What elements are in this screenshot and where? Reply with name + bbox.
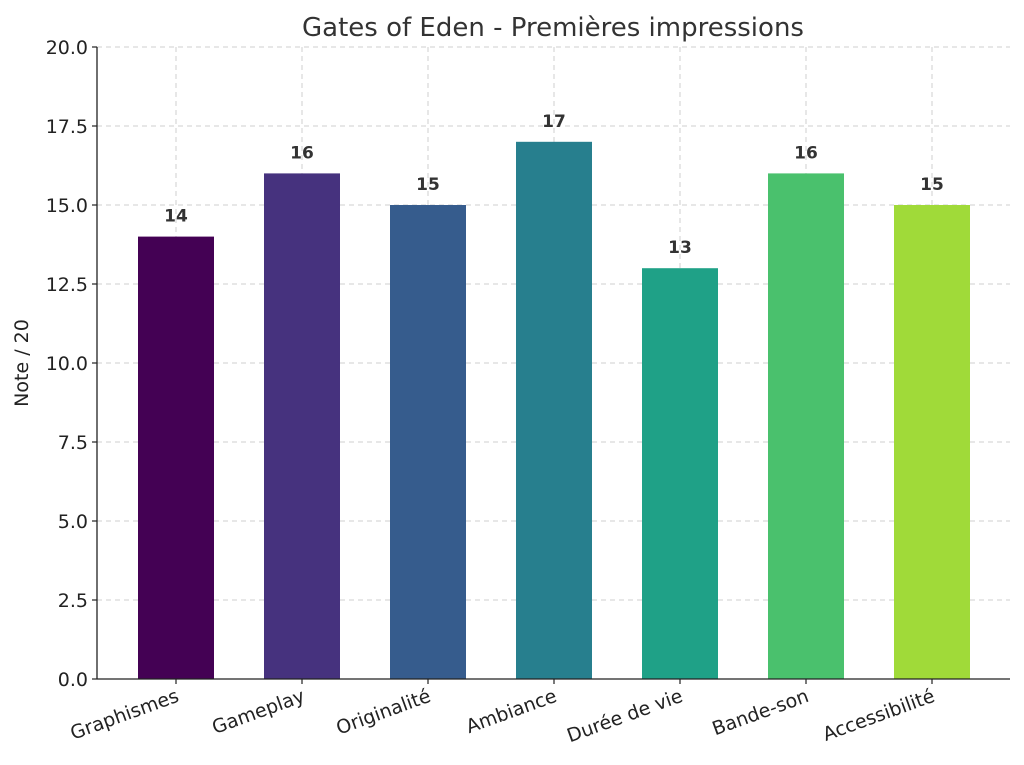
axes bbox=[92, 46, 1010, 684]
data-labels: 14 16 15 17 13 16 15 bbox=[164, 112, 944, 258]
x-tick-label: Graphismes bbox=[67, 685, 181, 745]
x-tick-labels: Graphismes Gameplay Originalité Ambiance Dur… bbox=[67, 685, 937, 747]
bar-4 bbox=[642, 268, 718, 679]
x-tick-label: Gameplay bbox=[209, 685, 307, 739]
y-tick-label: 0.0 bbox=[58, 669, 88, 691]
x-tick-label: Bande-son bbox=[709, 685, 811, 740]
y-tick-labels: 0.0 2.5 5.0 7.5 10.0 12.5 15.0 17.5 20.0 bbox=[46, 37, 88, 691]
bar-5 bbox=[768, 173, 844, 679]
data-label: 17 bbox=[542, 112, 566, 132]
y-tick-label: 5.0 bbox=[58, 511, 88, 533]
data-label: 16 bbox=[290, 143, 314, 163]
y-tick-label: 20.0 bbox=[46, 37, 88, 59]
data-label: 15 bbox=[920, 175, 944, 195]
bar-2 bbox=[390, 205, 466, 679]
x-tick-label: Accessibilité bbox=[820, 685, 938, 746]
x-tick-label: Durée de vie bbox=[564, 685, 686, 747]
y-tick-label: 7.5 bbox=[58, 432, 88, 454]
y-tick-label: 2.5 bbox=[58, 590, 88, 612]
bar-6 bbox=[894, 205, 970, 679]
y-tick-label: 15.0 bbox=[46, 195, 88, 217]
data-label: 15 bbox=[416, 175, 440, 195]
y-tick-label: 17.5 bbox=[46, 116, 88, 138]
x-tick-label: Originalité bbox=[333, 685, 433, 739]
data-label: 14 bbox=[164, 207, 188, 227]
bars bbox=[138, 141, 970, 680]
chart-title: Gates of Eden - Premières impressions bbox=[302, 13, 804, 43]
y-tick-label: 10.0 bbox=[46, 353, 88, 375]
data-label: 16 bbox=[794, 143, 818, 163]
bar-0 bbox=[138, 236, 214, 679]
bar-1 bbox=[264, 173, 340, 679]
data-label: 13 bbox=[668, 238, 692, 258]
y-axis-label: Note / 20 bbox=[11, 319, 33, 407]
y-tick-label: 12.5 bbox=[46, 274, 88, 296]
x-tick-label: Ambiance bbox=[463, 685, 559, 738]
bar-3 bbox=[516, 141, 592, 680]
